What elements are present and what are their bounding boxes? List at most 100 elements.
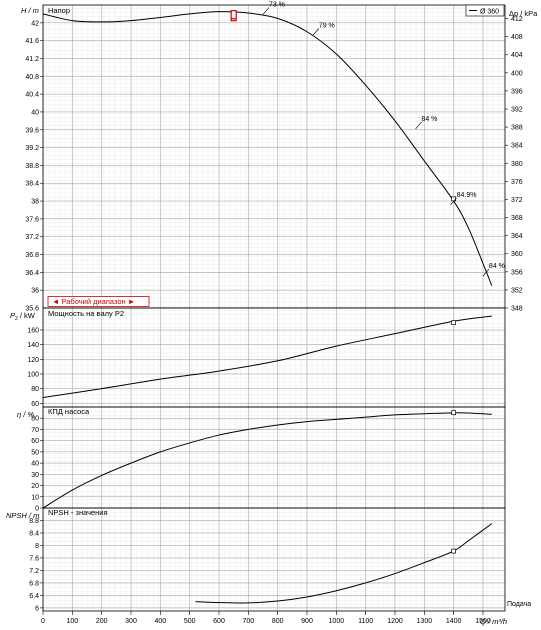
y-tick-label: 6.8 bbox=[29, 580, 39, 587]
x-tick-label: 600 bbox=[213, 618, 225, 625]
y-tick-label: 7.6 bbox=[29, 555, 39, 562]
y-tick-label: 70 bbox=[31, 427, 39, 434]
grid-layer bbox=[42, 5, 505, 611]
working-range: ◄ Рабочий диапазон ► bbox=[47, 296, 150, 307]
y-tick-label: 39.2 bbox=[25, 145, 39, 152]
y-tick-label: 40 bbox=[31, 109, 39, 116]
efficiency-label: 84.9% bbox=[457, 192, 477, 199]
working-range-label: ◄ Рабочий диапазон ► bbox=[52, 297, 135, 306]
y-tick-label: 40.8 bbox=[25, 74, 39, 81]
y-tick-label: 37.6 bbox=[25, 216, 39, 223]
duty-point-marker bbox=[451, 320, 457, 326]
x-tick-label: 500 bbox=[184, 618, 196, 625]
x-tick-label: 1400 bbox=[446, 618, 462, 625]
marks-layer: 3636.436.837.237.63838.438.839.239.64040… bbox=[25, 2, 522, 625]
x-tick-label: 200 bbox=[96, 618, 108, 625]
x-tick-label: 100 bbox=[66, 618, 78, 625]
working-point-marker bbox=[230, 10, 237, 22]
y-tick-label: 8 bbox=[35, 543, 39, 550]
y-tick-label: 6.4 bbox=[29, 593, 39, 600]
right-tick-label: 400 bbox=[511, 70, 523, 77]
panels-layer bbox=[40, 4, 508, 615]
y-tick-label: 50 bbox=[31, 449, 39, 456]
y-tick-label: 80 bbox=[31, 416, 39, 423]
y-tick-label: 8.4 bbox=[29, 530, 39, 537]
x-tick-label: 1300 bbox=[417, 618, 433, 625]
y-tick-label: 6 bbox=[35, 605, 39, 612]
head-axis-label: H / m bbox=[21, 6, 39, 15]
efficiency-label: 84 % bbox=[421, 116, 437, 123]
right-tick-label: 388 bbox=[511, 125, 523, 132]
y-tick-label: 41.6 bbox=[25, 38, 39, 45]
dp-axis-label: Δp / kPa bbox=[509, 9, 538, 18]
efficiency-axis-label: η / % bbox=[17, 410, 34, 419]
y-tick-label: 80 bbox=[31, 386, 39, 393]
right-tick-label: 376 bbox=[511, 179, 523, 186]
right-tick-label: 392 bbox=[511, 107, 523, 114]
y-tick-label: 100 bbox=[27, 372, 39, 379]
y-tick-label: 20 bbox=[31, 483, 39, 490]
right-tick-label: 380 bbox=[511, 161, 523, 168]
x-axis-label: Q / m³/h bbox=[480, 617, 507, 626]
npsh-panel-title: NPSH - значения bbox=[48, 508, 108, 517]
right-tick-label: 348 bbox=[511, 306, 523, 313]
npsh-axis-label: NPSH / m bbox=[6, 511, 39, 520]
right-tick-label: 360 bbox=[511, 251, 523, 258]
right-tick-label: 384 bbox=[511, 143, 523, 150]
y-tick-label: 39.6 bbox=[25, 127, 39, 134]
y-tick-label: 40 bbox=[31, 461, 39, 468]
y-tick-label: 8.8 bbox=[29, 518, 39, 525]
efficiency-tick bbox=[482, 268, 490, 277]
legend-label: Ø 360 bbox=[480, 9, 499, 16]
y-tick-label: 60 bbox=[31, 438, 39, 445]
efficiency-label: 73 % bbox=[269, 2, 285, 9]
x-tick-label: 1000 bbox=[329, 618, 345, 625]
y-tick-label: 0 bbox=[35, 506, 39, 513]
duty-point-marker bbox=[451, 410, 457, 416]
y-tick-label: 140 bbox=[27, 342, 39, 349]
y-tick-label: 160 bbox=[27, 328, 39, 335]
y-tick-label: 36 bbox=[31, 288, 39, 295]
y-tick-label: 7.2 bbox=[29, 568, 39, 575]
y-tick-label: 30 bbox=[31, 472, 39, 479]
duty-point-marker bbox=[451, 196, 457, 202]
head-panel-title: Напор bbox=[48, 6, 70, 15]
x-tick-label: 1100 bbox=[358, 618, 373, 625]
y-tick-label: 36.4 bbox=[25, 270, 39, 277]
working-range-box bbox=[47, 296, 150, 307]
efficiency-tick bbox=[312, 28, 320, 36]
right-tick-label: 356 bbox=[511, 269, 523, 276]
efficiency-tick bbox=[415, 121, 422, 130]
right-tick-label: 412 bbox=[511, 16, 523, 23]
duty-point-marker bbox=[451, 548, 457, 554]
x-tick-label: 1500 bbox=[475, 618, 491, 625]
x-tick-label: 0 bbox=[41, 618, 45, 625]
efficiency-label: 79 % bbox=[319, 23, 335, 30]
head-curve bbox=[42, 11, 493, 286]
panel-grid-2 bbox=[43, 407, 505, 508]
right-tick-label: 408 bbox=[511, 34, 523, 41]
right-tick-label: 352 bbox=[511, 287, 523, 294]
y-tick-label: 38.4 bbox=[25, 181, 39, 188]
panel-grid-3 bbox=[43, 508, 505, 611]
x-tick-label: 900 bbox=[301, 618, 313, 625]
x-tick-label: 300 bbox=[125, 618, 137, 625]
right-tick-label: 372 bbox=[511, 197, 523, 204]
right-tick-label: 404 bbox=[511, 52, 523, 59]
y-tick-label: 38 bbox=[31, 199, 39, 206]
x-axis-sublabel: Подача bbox=[507, 601, 531, 608]
efficiency-curve bbox=[42, 412, 492, 509]
power-panel-title: Мощность на валу P2 bbox=[48, 309, 124, 318]
efficiency-panel-title: КПД насоса bbox=[48, 407, 90, 416]
y-tick-label: 38.8 bbox=[25, 163, 39, 170]
efficiency-label: 84 % bbox=[489, 263, 505, 270]
y-tick-label: 120 bbox=[27, 357, 39, 364]
x-tick-label: 400 bbox=[154, 618, 166, 625]
y-tick-label: 60 bbox=[31, 401, 39, 408]
y-tick-label: 36.8 bbox=[25, 252, 39, 259]
power-curve bbox=[42, 315, 492, 398]
y-tick-label: 42 bbox=[31, 20, 39, 27]
efficiency-tick bbox=[450, 197, 457, 206]
power-axis-label: P2 / kW bbox=[10, 311, 36, 322]
